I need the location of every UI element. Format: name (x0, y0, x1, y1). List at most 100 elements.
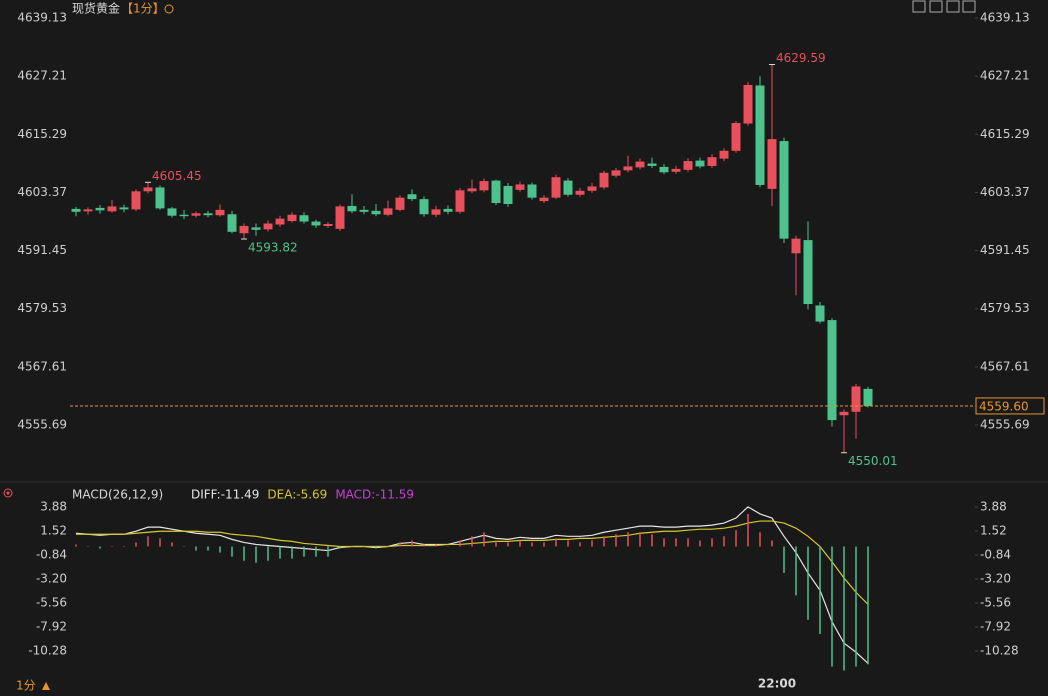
macd-bar (687, 538, 689, 547)
candle-body (419, 199, 429, 215)
period-arrow[interactable] (42, 682, 50, 690)
y-tick-label: -7.92 (36, 620, 67, 634)
macd-bar (831, 546, 833, 667)
candle-body (599, 172, 609, 188)
candle-body (611, 170, 621, 176)
y-tick-label: 4591.45 (17, 243, 67, 257)
candle-body (635, 161, 645, 168)
candle-body (743, 84, 753, 124)
y-tick-label: 4603.37 (17, 185, 67, 199)
macd-bar (291, 546, 293, 559)
tool-icon[interactable] (929, 0, 943, 13)
macd-bar (183, 546, 185, 547)
candle-body (851, 386, 861, 412)
macd-bar (171, 542, 173, 547)
macd-bar (159, 538, 161, 547)
macd-bar (615, 534, 617, 547)
macd-bar (867, 546, 869, 665)
last-price-box (975, 397, 1045, 415)
candle-body (203, 213, 213, 216)
macd-bar (459, 540, 461, 547)
candle-body (623, 166, 633, 171)
candle-body (191, 213, 201, 216)
legend-entry: DEA:-5.69 (267, 488, 327, 502)
candle-body (299, 215, 309, 222)
macd-bar (195, 546, 197, 551)
candle-body (827, 320, 837, 421)
y-tick-label-right: 4591.45 (980, 243, 1030, 257)
macd-bar (519, 540, 521, 547)
macd-bar (843, 546, 845, 671)
macd-bar (483, 532, 485, 547)
settings-icon[interactable] (164, 4, 174, 14)
macd-bar (123, 546, 125, 547)
y-tick-label-right: 4567.61 (980, 359, 1030, 373)
candle-body (215, 209, 225, 216)
candle-body (527, 184, 537, 198)
y-tick-label-right: -7.92 (980, 620, 1011, 634)
macd-bar (807, 546, 809, 620)
candle-body (683, 161, 693, 170)
candle-body (695, 160, 705, 167)
candle-body (539, 197, 549, 202)
chart-title: 现货黄金 (72, 1, 120, 16)
y-tick-label-right: 4579.53 (980, 301, 1030, 315)
candle-body (71, 208, 81, 212)
macd-bar (555, 538, 557, 547)
macd-bar (567, 540, 569, 547)
y-tick-label: -10.28 (28, 644, 67, 658)
y-tick-label: 3.88 (40, 500, 67, 514)
candle-body (431, 209, 441, 215)
indicator-title: MACD(26,12,9) (72, 488, 163, 502)
macd-bar (207, 546, 209, 551)
y-tick-label-right: 4627.21 (980, 69, 1030, 83)
candle-body (227, 214, 237, 232)
macd-bar (423, 544, 425, 547)
candle-body (407, 194, 417, 200)
macd-bar (111, 546, 113, 547)
candle-body (563, 180, 573, 195)
y-tick-label: -0.84 (36, 548, 67, 562)
candle-body (323, 224, 333, 226)
macd-bar (735, 530, 737, 547)
macd-bar (507, 542, 509, 547)
candle-body (791, 238, 801, 254)
tool-icon[interactable] (946, 0, 960, 13)
candle-body (167, 208, 177, 216)
macd-bar (579, 542, 581, 547)
y-tick-label-right: 3.88 (980, 500, 1007, 514)
macd-bar (99, 546, 101, 549)
macd-bar (651, 534, 653, 547)
period-selector[interactable]: 1分 (16, 679, 36, 693)
y-tick-label: 4615.29 (17, 127, 67, 141)
macd-bar (747, 513, 749, 547)
macd-bar (231, 546, 233, 557)
macd-bar (435, 544, 437, 547)
y-tick-label-right: 1.52 (980, 524, 1007, 538)
macd-bar (663, 538, 665, 547)
y-tick-label-right: 4603.37 (980, 185, 1030, 199)
y-tick-label: 4555.69 (17, 418, 67, 432)
macd-bar (543, 542, 545, 547)
macd-bar (711, 538, 713, 547)
y-tick-label-right: 4639.13 (980, 11, 1030, 25)
indicator-icon[interactable] (3, 488, 13, 498)
y-tick-label-right: -10.28 (980, 644, 1019, 658)
macd-bar (795, 546, 797, 596)
period: 【1分】 (121, 2, 165, 16)
candle-body (479, 181, 489, 191)
y-tick-label: 4639.13 (17, 11, 67, 25)
tool-icon[interactable] (962, 0, 976, 13)
macd-bar (819, 546, 821, 634)
candle-body (347, 205, 357, 212)
macd-bar (603, 536, 605, 547)
extreme-label: 4629.59 (776, 51, 826, 65)
candle-body (587, 186, 597, 191)
y-tick-label: 4627.21 (17, 69, 67, 83)
macd-bar (411, 540, 413, 547)
indicator-icon-dot (6, 491, 10, 495)
tool-icon[interactable] (912, 0, 926, 13)
toolbar[interactable] (912, 0, 976, 13)
candle-body (515, 184, 525, 190)
y-tick-label: -3.20 (36, 572, 67, 586)
